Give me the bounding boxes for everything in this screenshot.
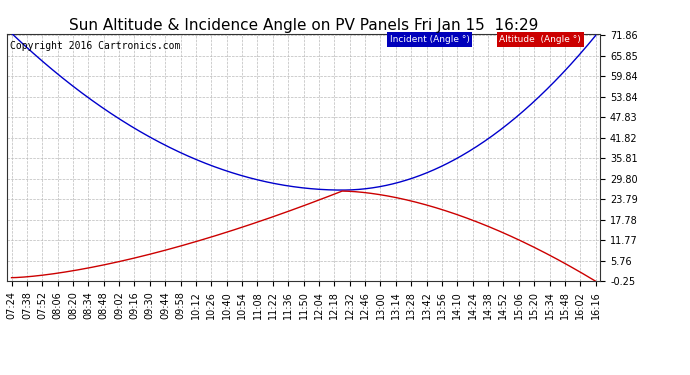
Title: Sun Altitude & Incidence Angle on PV Panels Fri Jan 15  16:29: Sun Altitude & Incidence Angle on PV Pan…	[69, 18, 538, 33]
Text: Incident (Angle °): Incident (Angle °)	[390, 35, 469, 44]
Text: Copyright 2016 Cartronics.com: Copyright 2016 Cartronics.com	[10, 41, 180, 51]
Text: Altitude  (Angle °): Altitude (Angle °)	[500, 35, 581, 44]
